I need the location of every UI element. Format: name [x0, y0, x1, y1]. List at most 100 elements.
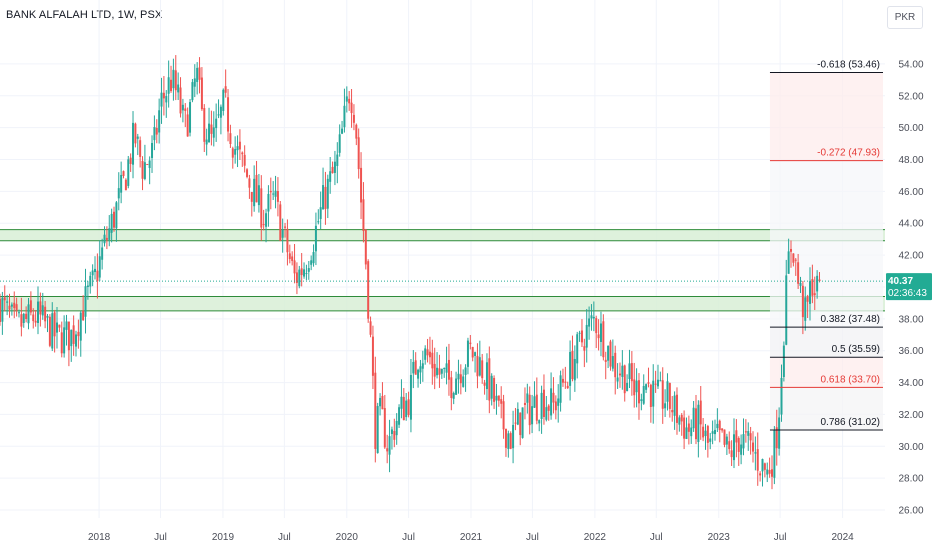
candle-body: [419, 366, 422, 373]
candle-body: [523, 402, 526, 405]
y-tick-label: 54.00: [898, 59, 923, 70]
candle-body: [246, 169, 249, 177]
y-tick-label: 30.00: [898, 442, 923, 453]
candle-body: [797, 262, 800, 284]
candle-body: [234, 149, 237, 155]
candle-body: [56, 322, 59, 333]
candle-body: [46, 315, 49, 318]
candle-body: [557, 398, 560, 406]
fib-label: 0.5 (35.59): [832, 344, 880, 355]
candle-body: [595, 318, 598, 334]
x-tick-label: 2021: [460, 532, 483, 543]
candle-body: [269, 190, 272, 193]
candle-body: [34, 320, 37, 323]
candles: [0, 55, 821, 490]
candle-body: [737, 438, 740, 452]
candle-body: [136, 136, 139, 139]
fib-label: -0.272 (47.93): [817, 148, 880, 159]
candle-body: [58, 324, 61, 328]
candle-body: [687, 423, 690, 432]
candle-body: [75, 334, 78, 347]
candle-body: [692, 407, 695, 429]
candle-body: [483, 382, 486, 386]
candle-body: [768, 469, 771, 474]
candle-body: [362, 199, 365, 232]
candle-body: [236, 146, 239, 151]
candle-body: [440, 368, 443, 374]
candle-body: [72, 325, 75, 344]
currency-button[interactable]: PKR: [887, 6, 923, 29]
candle-body: [288, 253, 291, 260]
candle-body: [626, 382, 629, 392]
x-tick-label: Jul: [154, 532, 167, 543]
candle-body: [127, 159, 130, 186]
candle-body: [274, 190, 277, 197]
candle-body: [281, 229, 284, 238]
candle-body: [303, 269, 306, 277]
candle-body: [775, 427, 778, 449]
candle-body: [428, 351, 431, 358]
candle-body: [535, 394, 538, 421]
candle-body: [550, 388, 553, 416]
x-tick-label: 2024: [831, 532, 854, 543]
candle-body: [110, 213, 113, 233]
candle-body: [369, 321, 372, 335]
candle-body: [205, 139, 208, 145]
candle-body: [592, 316, 595, 319]
candle-body: [120, 174, 123, 193]
fib-band: [769, 387, 883, 431]
candle-body: [388, 436, 391, 455]
candle-body: [588, 318, 591, 327]
x-tick-label: 2020: [336, 532, 359, 543]
candle-body: [481, 360, 484, 379]
candle-body: [67, 321, 70, 351]
candle-body: [462, 376, 465, 387]
candle-body: [407, 399, 410, 416]
candle-body: [431, 352, 434, 369]
candle-body: [22, 313, 25, 323]
candle-body: [680, 414, 683, 422]
candle-body: [393, 430, 396, 440]
candle-body: [189, 102, 192, 133]
y-tick-label: 44.00: [898, 219, 923, 230]
candle-body: [53, 312, 56, 337]
candle-body: [367, 261, 370, 319]
candle-body: [490, 375, 493, 399]
candle-body: [540, 392, 543, 419]
candle-body: [295, 272, 298, 283]
candle-body: [219, 106, 222, 118]
candle-body: [41, 305, 44, 316]
candle-body: [785, 275, 788, 345]
candle-body: [1, 297, 4, 322]
candle-body: [86, 285, 89, 287]
candle-body: [129, 157, 132, 164]
x-axis: 2018 Jul 2019 Jul 2020 Jul 2021 Jul 2022 Jul 2023 J…: [88, 532, 854, 543]
candle-body: [816, 275, 819, 292]
candle-body: [414, 360, 417, 375]
y-tick-label: 36.00: [898, 346, 923, 357]
candle-body: [799, 282, 802, 286]
candle-body: [502, 401, 505, 430]
candle-body: [77, 331, 80, 337]
candle-body: [265, 213, 268, 227]
x-tick-label: 2019: [212, 532, 235, 543]
candle-body: [8, 305, 11, 310]
candle-body: [756, 449, 759, 471]
candle-body: [585, 324, 588, 348]
candle-body: [122, 171, 125, 176]
candle-body: [29, 300, 32, 313]
candle-body: [165, 96, 168, 103]
candle-body: [818, 279, 821, 282]
candle-body: [402, 396, 405, 421]
candle-body: [329, 171, 332, 182]
candle-body: [661, 380, 664, 409]
candle-body: [160, 92, 163, 107]
candle-body: [208, 123, 211, 143]
y-tick-label: 46.00: [898, 187, 923, 198]
candle-body: [170, 79, 173, 92]
candle-body: [766, 469, 769, 475]
candle-body: [143, 162, 146, 179]
candle-body: [262, 224, 265, 226]
candle-body: [352, 114, 355, 123]
